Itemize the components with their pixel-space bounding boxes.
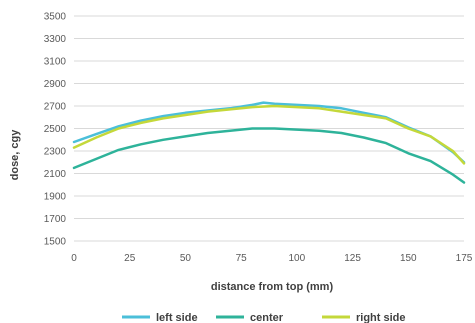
legend-label: left side	[156, 312, 198, 323]
y-tick-label: 3300	[44, 34, 67, 45]
y-tick-label: 1700	[44, 214, 67, 225]
series-line-right-side	[72, 104, 466, 165]
legend: left side center right side	[122, 312, 406, 323]
x-tick-label: 150	[400, 253, 417, 264]
legend-label: right side	[356, 312, 406, 323]
x-axis-title: distance from top (mm)	[211, 281, 334, 293]
x-tick-label: 0	[71, 253, 77, 264]
legend-label: center	[250, 312, 284, 323]
x-axis-tick-labels: 0 25 50 75 100 125 150 175	[71, 253, 473, 264]
y-tick-label: 2300	[44, 147, 67, 158]
y-tick-label: 1500	[44, 237, 67, 248]
y-axis-title: dose, cgy	[9, 129, 21, 181]
y-tick-label: 2700	[44, 102, 67, 113]
x-tick-label: 75	[236, 253, 248, 264]
y-tick-label: 2100	[44, 169, 67, 180]
x-tick-label: 25	[124, 253, 136, 264]
y-axis-tick-labels: 1500 1700 1900 2100 2300 2500 2700 2900 3100 3300…	[44, 12, 67, 248]
y-tick-label: 3500	[44, 12, 67, 23]
y-tick-label: 3100	[44, 57, 67, 68]
x-tick-label: 50	[180, 253, 192, 264]
y-tick-label: 2500	[44, 124, 67, 135]
x-tick-label: 125	[344, 253, 361, 264]
x-tick-label: 100	[289, 253, 306, 264]
series-lines	[72, 101, 466, 184]
series-line-center	[72, 127, 466, 184]
x-tick-label: 175	[456, 253, 473, 264]
y-tick-label: 2900	[44, 79, 67, 90]
y-tick-label: 1900	[44, 192, 67, 203]
